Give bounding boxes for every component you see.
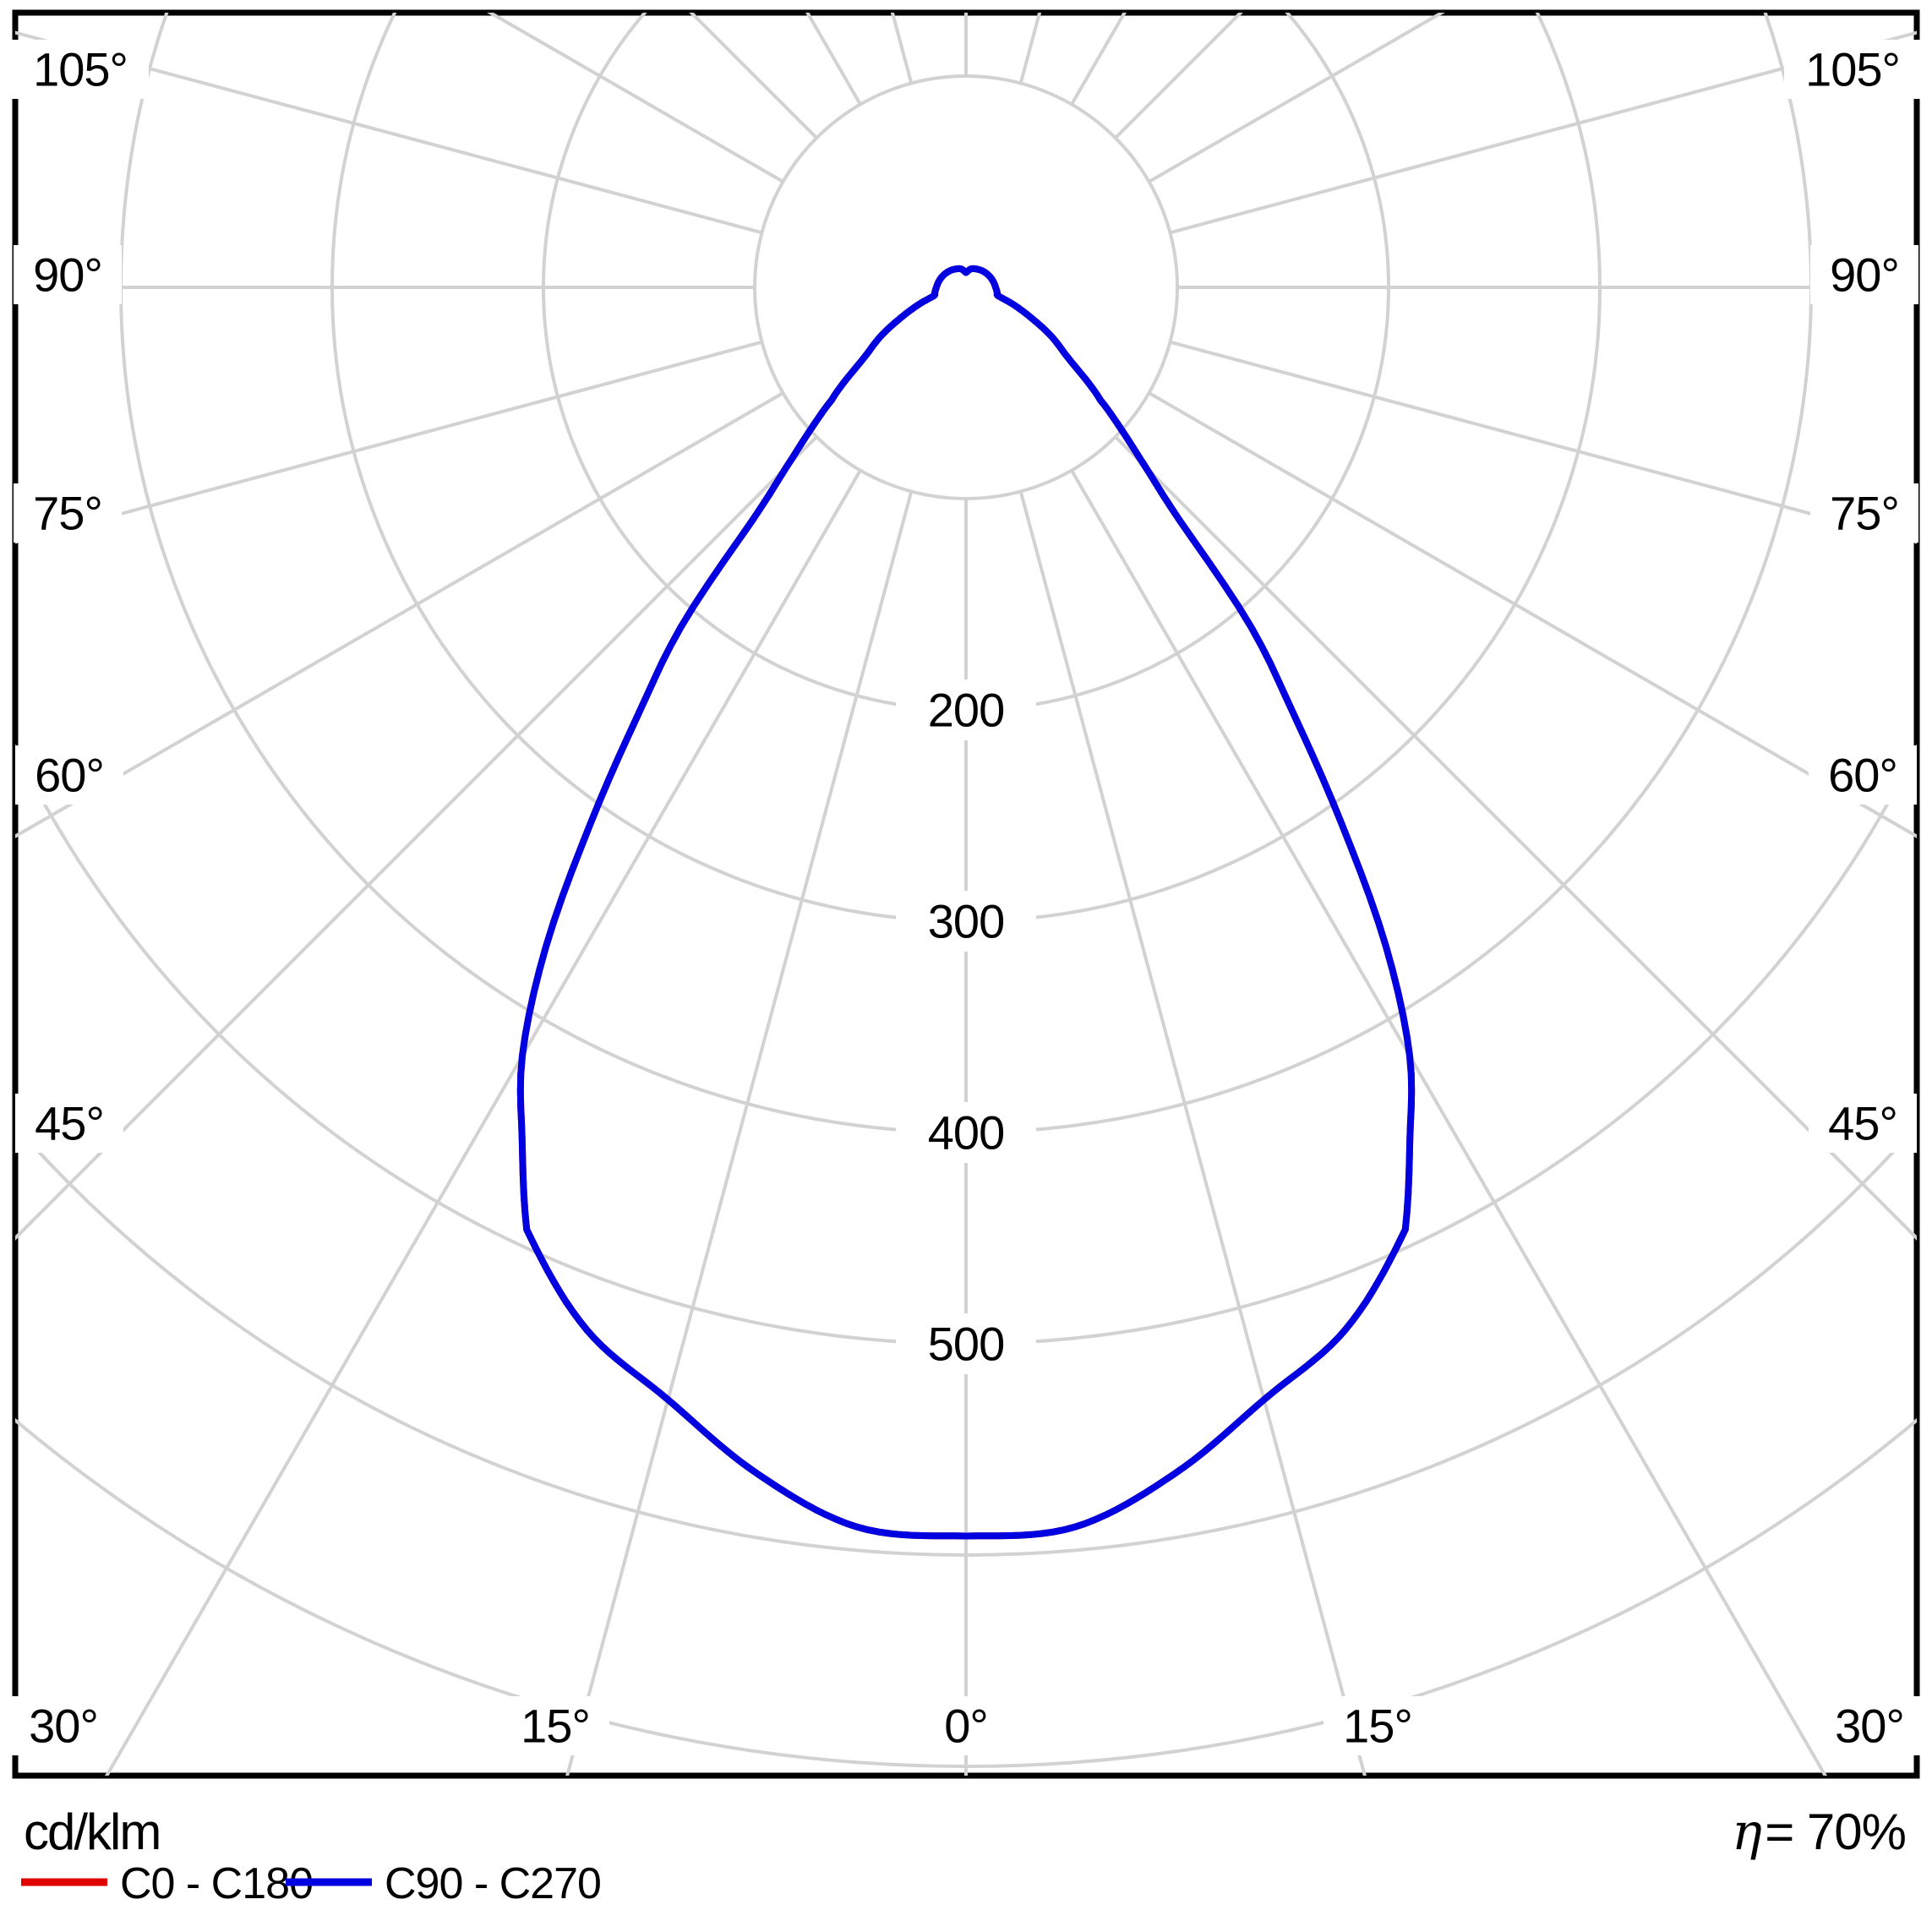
angle-tick-label: 0° [944, 1700, 988, 1753]
polar-grid-ray [1070, 469, 1828, 1776]
angle-label-mask [12, 40, 149, 99]
angle-label-mask [926, 1696, 1006, 1755]
polar-grid-ray [565, 490, 914, 1776]
polar-grid-ray [487, 13, 784, 183]
ring-tick-label: 400 [928, 1106, 1004, 1160]
polar-grid-ray [104, 469, 862, 1776]
polar-grid-ray [1169, 340, 1917, 544]
ring-tick-label: 300 [928, 895, 1004, 948]
ring-label-mask [896, 1102, 1036, 1163]
angle-label-mask [501, 1696, 609, 1755]
angle-label-mask [15, 745, 123, 805]
angle-label-mask [1784, 40, 1921, 99]
polar-grid-ray [15, 340, 763, 544]
polar-grid-ray [1148, 13, 1445, 183]
angle-label-mask [1815, 1696, 1924, 1755]
angle-label-mask [1809, 1094, 1917, 1153]
angle-tick-label: 105° [1805, 43, 1900, 96]
angle-tick-label: 15° [1343, 1700, 1412, 1753]
ring-label-mask [896, 1313, 1036, 1374]
ring-label-mask [896, 891, 1036, 952]
angle-tick-label: 105° [33, 43, 128, 96]
ring-tick-label: 200 [928, 684, 1004, 737]
label-layer: 200 300 400 500 105° 90° 75° 60° 45° 30° 15° 0° 15° 3… [9, 40, 1924, 1755]
polar-grid-ray [15, 30, 763, 235]
polar-grid-ray [1169, 30, 1917, 235]
ring-label-mask [896, 679, 1036, 740]
angle-tick-label: 45° [35, 1097, 104, 1150]
efficiency-readout: η = 70% [1732, 1803, 1907, 1862]
angle-tick-label: 75° [1830, 487, 1899, 540]
angle-tick-label: 30° [29, 1700, 98, 1753]
angle-label-mask [9, 1696, 117, 1755]
angle-tick-label: 60° [1828, 749, 1897, 802]
legend: C0 - C180 C90 - C270 [21, 1859, 602, 1908]
ring-tick-label: 500 [928, 1318, 1004, 1371]
angle-tick-label: 30° [1835, 1700, 1904, 1753]
angle-label-mask [14, 245, 122, 304]
polar-grid-ray [15, 391, 784, 838]
angle-tick-label: 90° [33, 248, 102, 302]
c90-c270-curve [516, 265, 1416, 1540]
efficiency-symbol: η [1732, 1803, 1762, 1862]
angle-tick-label: 90° [1830, 248, 1899, 302]
angle-tick-label: 15° [521, 1700, 590, 1753]
efficiency-value: = 70% [1765, 1804, 1906, 1860]
angle-label-mask [1810, 483, 1918, 543]
units-label: cd/klm [24, 1804, 160, 1860]
angle-label-mask [14, 483, 122, 543]
angle-tick-label: 60° [35, 749, 104, 802]
angle-tick-label: 45° [1828, 1097, 1897, 1150]
angle-label-mask [1809, 745, 1917, 805]
angle-tick-label: 75° [33, 487, 102, 540]
angle-label-mask [1323, 1696, 1432, 1755]
polar-grid-ray [1018, 490, 1367, 1776]
legend-label-c0-c180: C0 - C180 [120, 1859, 313, 1908]
curve-layer [516, 265, 1416, 1540]
angle-label-mask [1810, 245, 1918, 304]
legend-label-c90-c270: C90 - C270 [385, 1859, 601, 1908]
angle-label-mask [15, 1094, 123, 1153]
polar-grid-ray [1148, 391, 1917, 838]
